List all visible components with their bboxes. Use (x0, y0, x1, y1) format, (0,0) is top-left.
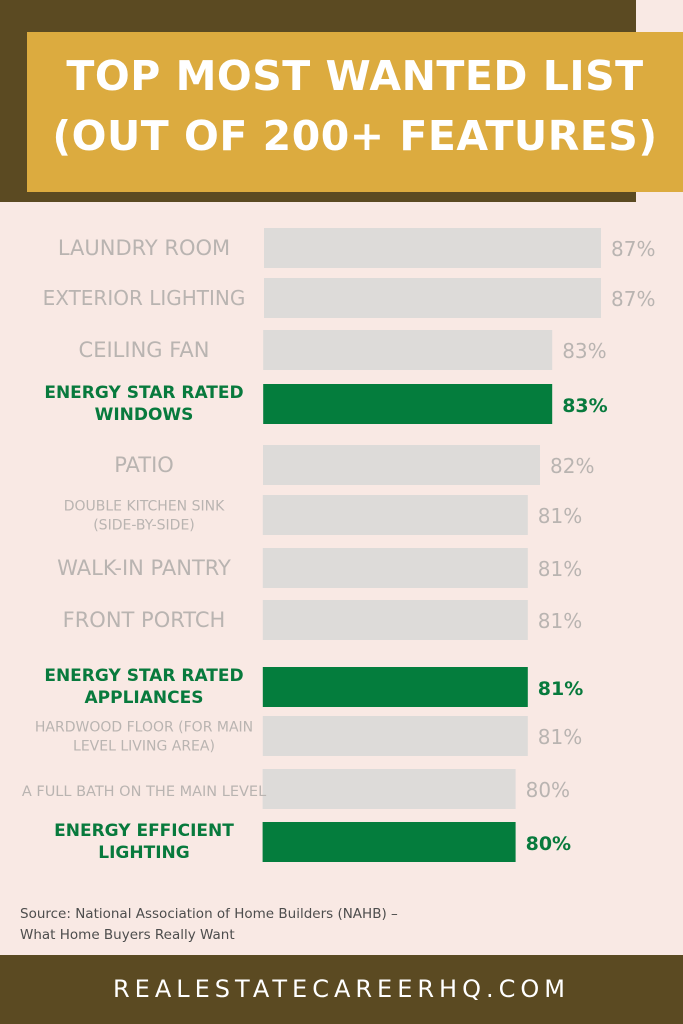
bar-5 (263, 445, 540, 485)
category-label-4-line-1: ENERGY STAR RATED (44, 383, 243, 403)
category-label-6-line-2: (SIDE-BY-SIDE) (93, 518, 195, 534)
category-label-9-line-2: APPLIANCES (85, 688, 204, 708)
title-line-1: TOP MOST WANTED LIST (66, 52, 644, 100)
category-label-1-line-1: LAUNDRY ROOM (58, 236, 230, 260)
category-label-12-line-2: LIGHTING (98, 843, 189, 863)
value-label-4: 83% (562, 395, 607, 417)
value-label-11: 80% (526, 778, 570, 802)
value-label-1: 87% (611, 237, 655, 261)
value-label-10: 81% (538, 725, 582, 749)
value-label-5: 82% (550, 454, 594, 478)
category-label-10-line-2: LEVEL LIVING AREA) (73, 739, 215, 755)
category-label-2: EXTERIOR LIGHTING (43, 286, 246, 310)
bar-2 (264, 278, 601, 318)
category-label-3-line-1: CEILING FAN (79, 338, 210, 362)
title-line-2: (OUT OF 200+ FEATURES) (52, 112, 658, 160)
category-label-11: A FULL BATH ON THE MAIN LEVEL (22, 784, 266, 800)
category-label-7-line-1: WALK-IN PANTRY (57, 556, 231, 580)
bar-6 (262, 495, 528, 535)
category-label-6: DOUBLE KITCHEN SINK (SIDE-BY-SIDE) (64, 499, 225, 534)
value-label-7: 81% (538, 557, 582, 581)
value-label-9: 81% (538, 678, 583, 700)
category-label-3: CEILING FAN (79, 338, 210, 362)
value-label-6: 81% (538, 504, 582, 528)
value-label-8: 81% (538, 609, 582, 633)
category-label-8-line-1: FRONT PORTCH (63, 608, 226, 632)
value-label-3: 83% (562, 339, 606, 363)
source-line-1: Source: National Association of Home Bui… (20, 906, 398, 922)
bar-4 (263, 384, 553, 424)
category-label-5-line-1: PATIO (114, 453, 174, 477)
bar-1 (264, 228, 601, 268)
bar-12 (262, 822, 516, 862)
bar-8 (262, 600, 528, 640)
value-label-2: 87% (611, 287, 655, 311)
bar-7 (262, 548, 528, 588)
category-label-10: HARDWOOD FLOOR (FOR MAIN LEVEL LIVING ARE… (35, 720, 253, 755)
category-label-9-line-1: ENERGY STAR RATED (44, 666, 243, 686)
category-label-4-line-2: WINDOWS (95, 405, 194, 425)
category-label-4: ENERGY STAR RATED WINDOWS (44, 383, 243, 425)
title-box: TOP MOST WANTED LIST (OUT OF 200+ FEATUR… (27, 32, 683, 192)
value-label-12: 80% (526, 833, 571, 855)
category-label-11-line-1: A FULL BATH ON THE MAIN LEVEL (22, 784, 266, 800)
footer-website: REALESTATECAREERHQ.COM (113, 975, 570, 1003)
category-label-9: ENERGY STAR RATED APPLIANCES (44, 666, 243, 708)
category-label-12: ENERGY EFFICIENT LIGHTING (54, 821, 234, 863)
bar-10 (262, 716, 528, 756)
source-note: Source: National Association of Home Bui… (20, 904, 540, 946)
category-label-6-line-1: DOUBLE KITCHEN SINK (64, 499, 225, 515)
source-line-2: What Home Buyers Really Want (20, 927, 235, 943)
footer-bar: REALESTATECAREERHQ.COM (0, 955, 683, 1024)
category-label-10-line-1: HARDWOOD FLOOR (FOR MAIN (35, 720, 253, 736)
category-label-8: FRONT PORTCH (63, 608, 226, 632)
category-label-1: LAUNDRY ROOM (58, 236, 230, 260)
bar-9 (262, 667, 528, 707)
category-label-5: PATIO (114, 453, 174, 477)
category-label-12-line-1: ENERGY EFFICIENT (54, 821, 234, 841)
bar-3 (263, 330, 553, 370)
category-label-2-line-1: EXTERIOR LIGHTING (43, 286, 246, 310)
bar-11 (262, 769, 516, 809)
category-label-7: WALK-IN PANTRY (57, 556, 231, 580)
